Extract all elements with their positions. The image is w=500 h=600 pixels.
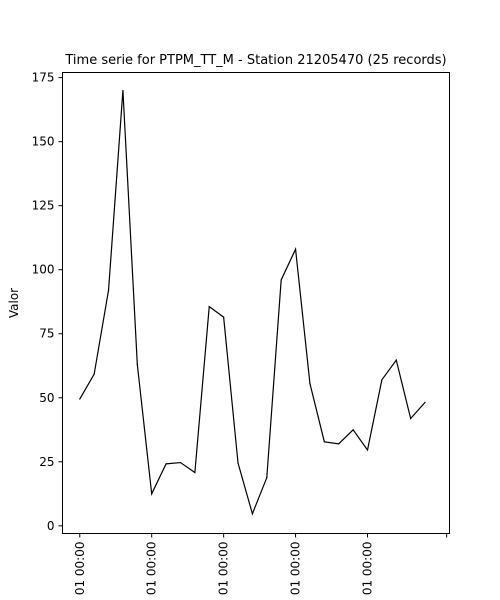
data-point	[223, 316, 225, 318]
data-point	[237, 462, 239, 464]
data-point	[395, 359, 397, 361]
data-point	[309, 383, 311, 385]
y-tick-label: 50	[39, 391, 54, 405]
data-point	[366, 449, 369, 451]
y-axis: 0 25 50 75 100 125 150 175	[32, 71, 63, 533]
x-tick-label: 01 00:00	[360, 542, 374, 596]
y-tick-label: 25	[39, 455, 54, 469]
data-point	[294, 248, 297, 250]
data-points	[79, 89, 426, 515]
data-point	[179, 461, 182, 464]
data-point	[165, 463, 167, 465]
data-point	[122, 89, 124, 92]
x-tick-label: 01 00:00	[145, 542, 159, 596]
plot-frame	[62, 72, 450, 534]
data-point	[323, 441, 325, 443]
data-point	[424, 401, 426, 403]
y-tick-label: 125	[32, 199, 55, 213]
y-tick-label: 175	[32, 71, 55, 85]
data-point	[151, 493, 153, 495]
data-point	[381, 379, 383, 381]
data-point	[266, 477, 268, 479]
x-axis: 01 00:00 01 00:00 01 00:00 01 00:00 01 00:00	[73, 533, 448, 596]
y-axis-label: Valor	[7, 288, 21, 318]
series-line	[79, 90, 426, 516]
x-tick-label: 01 00:00	[217, 542, 231, 596]
data-point	[208, 305, 210, 308]
chart-title: Time serie for PTPM_TT_M - Station 21205…	[64, 53, 446, 68]
y-tick-label: 100	[32, 263, 55, 277]
y-tick-label: 75	[39, 327, 54, 341]
data-point	[93, 373, 95, 375]
data-point	[280, 279, 282, 281]
y-tick-label: 150	[32, 135, 55, 149]
x-tick-label: 01 00:00	[289, 542, 303, 596]
y-tick-label: 0	[47, 519, 55, 533]
x-tick-label: 01 00:00	[73, 542, 87, 596]
data-point	[107, 289, 110, 291]
data-point	[136, 363, 138, 366]
data-point	[352, 429, 354, 431]
data-point	[410, 417, 412, 420]
data-point	[194, 471, 196, 474]
data-point	[338, 443, 340, 445]
data-point	[251, 513, 254, 515]
data-point	[79, 398, 81, 400]
